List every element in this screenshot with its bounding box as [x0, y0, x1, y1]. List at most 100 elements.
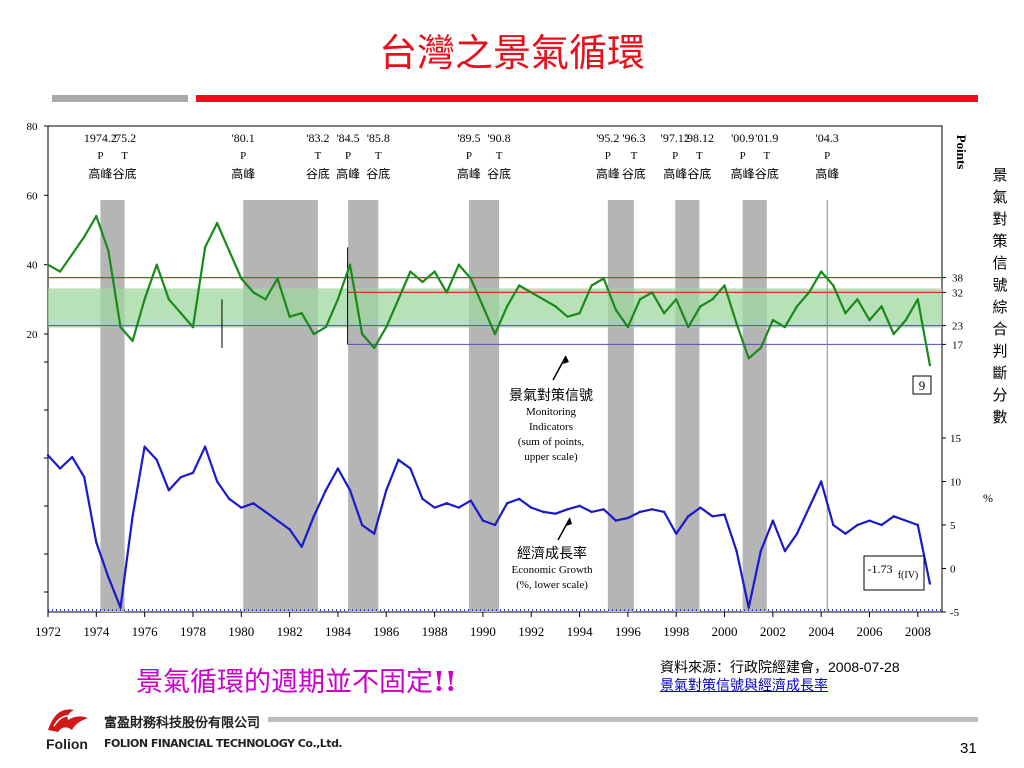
growth-point	[675, 532, 678, 535]
signal-point	[868, 318, 871, 322]
signal-point	[252, 291, 255, 294]
turning-point-code: P	[466, 150, 472, 162]
signal-point	[481, 305, 485, 308]
page-number: 31	[960, 740, 977, 757]
turning-point-code: P	[672, 150, 678, 162]
turning-point-date: '98.12	[685, 131, 714, 145]
signal-point	[711, 298, 714, 301]
growth-point	[493, 523, 497, 527]
growth-point	[542, 510, 545, 514]
signal-point	[240, 277, 243, 280]
growth-point	[46, 454, 50, 457]
turning-point-date: 1974.2	[84, 131, 117, 145]
growth-point	[83, 475, 86, 479]
growth-point	[868, 519, 871, 522]
growth-point	[590, 510, 593, 514]
latest-growth-box	[863, 555, 925, 591]
growth-label-line: 經濟成長率	[517, 545, 587, 562]
growth-point	[215, 480, 219, 483]
business-cycle-chart: 1972 1974 1976 1978 1980 1982 1984 1986 1988 1990…	[27, 121, 1008, 639]
signal-label-line: Monitoring	[526, 406, 577, 418]
growth-point	[300, 545, 303, 548]
turning-point-date: '75.2	[113, 131, 136, 145]
y-tick-label-left: 40	[27, 260, 39, 272]
signal-point	[856, 298, 859, 301]
turning-point-name: 高峰	[596, 166, 620, 181]
subtitle-exclaim: !!	[433, 667, 457, 698]
logo-word: Folion	[46, 736, 88, 752]
growth-point	[360, 523, 364, 527]
recession-bar	[243, 200, 318, 612]
signal-label-line: 景氣對策信號	[509, 387, 593, 404]
series-lines	[46, 214, 932, 609]
signal-point	[590, 284, 593, 287]
right-title-char: 合	[992, 321, 1007, 338]
turning-point-name: 高峰	[231, 166, 255, 181]
signal-point	[95, 214, 98, 218]
growth-point	[469, 499, 473, 502]
x-tick-label: 1998	[663, 624, 689, 639]
title-underline-red	[196, 95, 978, 102]
turning-point-code: T	[315, 150, 322, 162]
latest-signal-value: 9	[919, 378, 926, 393]
growth-point	[457, 506, 460, 509]
growth-point	[892, 515, 895, 518]
signal-point	[264, 298, 267, 301]
signal-point	[228, 249, 231, 252]
right-title-char: 分	[992, 387, 1007, 404]
turning-point-name: 谷底	[366, 166, 390, 181]
signal-point	[735, 322, 738, 325]
signal-point	[819, 270, 823, 273]
growth-point	[904, 519, 907, 522]
growth-point	[445, 502, 448, 505]
signal-point	[493, 332, 497, 336]
growth-point	[687, 515, 690, 518]
growth-point	[783, 549, 787, 553]
signal-point	[675, 298, 678, 301]
growth-point	[856, 523, 859, 527]
signal-point	[687, 325, 690, 329]
x-tick-label: 1982	[277, 624, 303, 639]
turning-point-code: T	[696, 150, 703, 162]
y-tick-label-lower: 10	[950, 477, 962, 489]
turning-point-code: P	[605, 150, 611, 162]
growth-point	[385, 489, 388, 492]
growth-point	[179, 475, 183, 479]
turning-point-date: '97.12	[661, 131, 690, 145]
growth-label-arrow	[557, 517, 571, 541]
growth-point	[191, 471, 195, 474]
x-tick-label: 2008	[905, 624, 931, 639]
source-link[interactable]: 景氣對策信號與經濟成長率	[660, 677, 828, 693]
signal-point	[191, 325, 195, 329]
right-title-char: 信	[992, 255, 1007, 272]
signal-point	[385, 325, 388, 329]
title-underline-gray	[52, 95, 188, 102]
turning-point-date: '84.5	[337, 131, 360, 145]
turning-point-date: '85.8	[367, 131, 390, 145]
growth-point	[662, 510, 666, 514]
growth-point	[433, 506, 436, 509]
signal-series-line	[47, 215, 931, 366]
turning-point-date: '04.3	[816, 131, 839, 145]
growth-point	[228, 497, 231, 501]
growth-point	[554, 512, 557, 515]
growth-point	[517, 497, 521, 501]
x-tick-label: 2004	[808, 624, 835, 639]
y-tick-label-right: 23	[952, 321, 964, 333]
growth-series-line	[47, 445, 931, 609]
growth-point	[421, 497, 424, 501]
growth-point	[203, 445, 207, 448]
growth-point	[348, 489, 352, 492]
turning-point-labels: 1974.2P高峰'75.2T谷底'80.1P高峰'83.2T谷底'84.5P高…	[84, 131, 839, 181]
turning-point-date: '80.1	[232, 131, 255, 145]
y-tick-label-right: 17	[952, 339, 964, 351]
growth-point	[916, 523, 920, 527]
growth-point	[650, 508, 654, 511]
growth-point	[70, 455, 74, 459]
signal-point	[662, 312, 666, 315]
growth-point	[626, 516, 630, 520]
growth-point	[324, 489, 328, 492]
right-title-char: 斷	[992, 365, 1007, 382]
growth-point	[735, 549, 738, 553]
y-tick-label-lower: 0	[950, 564, 956, 576]
